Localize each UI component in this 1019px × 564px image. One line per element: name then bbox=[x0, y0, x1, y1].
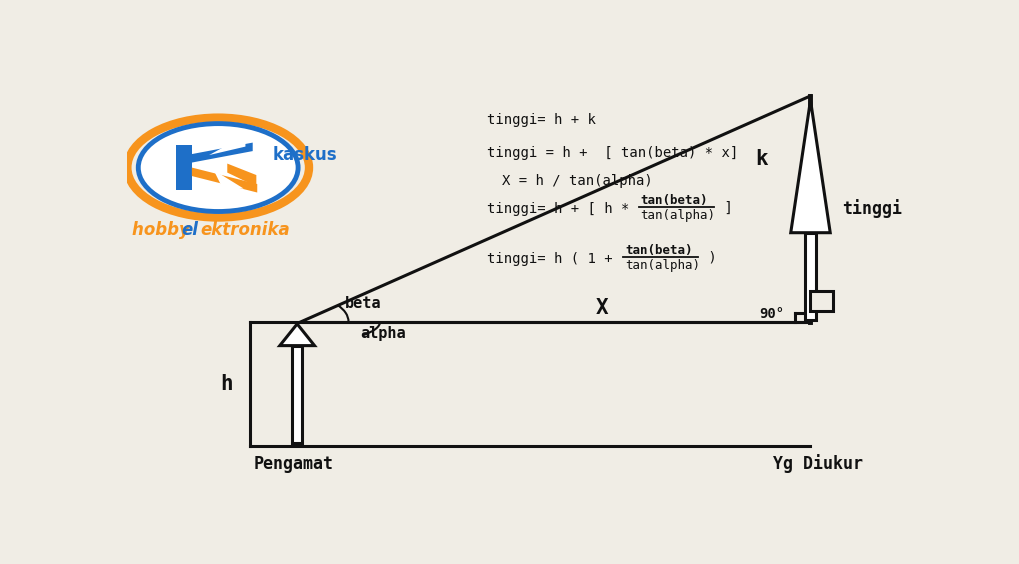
Polygon shape bbox=[227, 164, 257, 187]
Polygon shape bbox=[209, 135, 246, 155]
Text: tan(alpha): tan(alpha) bbox=[641, 209, 715, 222]
Text: kaskus: kaskus bbox=[273, 146, 337, 164]
Text: alpha: alpha bbox=[361, 326, 406, 341]
Text: tan(beta): tan(beta) bbox=[641, 194, 708, 207]
Text: Pengamat: Pengamat bbox=[253, 455, 333, 473]
Text: tan(beta): tan(beta) bbox=[625, 244, 692, 257]
Polygon shape bbox=[175, 145, 192, 190]
Polygon shape bbox=[280, 324, 315, 346]
Text: tinggi = h +  [ tan(beta) * x]: tinggi = h + [ tan(beta) * x] bbox=[487, 146, 738, 160]
Polygon shape bbox=[214, 170, 244, 188]
Circle shape bbox=[148, 129, 289, 206]
Polygon shape bbox=[292, 346, 303, 443]
Text: k: k bbox=[755, 149, 768, 169]
Text: ]: ] bbox=[715, 201, 733, 215]
Text: ektronika: ektronika bbox=[201, 221, 290, 239]
Text: 90°: 90° bbox=[759, 307, 785, 321]
Text: tinggi= h ( 1 +: tinggi= h ( 1 + bbox=[487, 252, 621, 266]
Polygon shape bbox=[192, 168, 257, 192]
Text: beta: beta bbox=[344, 296, 381, 311]
Text: Yg Diukur: Yg Diukur bbox=[773, 455, 863, 473]
Text: X = h / tan(alpha): X = h / tan(alpha) bbox=[502, 174, 653, 188]
Text: h: h bbox=[220, 373, 232, 394]
Text: ): ) bbox=[700, 251, 716, 265]
Text: tan(alpha): tan(alpha) bbox=[625, 259, 700, 272]
Text: tinggi= h + k: tinggi= h + k bbox=[487, 113, 595, 127]
Circle shape bbox=[139, 124, 299, 212]
Polygon shape bbox=[791, 100, 830, 233]
Polygon shape bbox=[805, 233, 816, 320]
Text: hobby: hobby bbox=[131, 221, 196, 239]
Text: tinggi: tinggi bbox=[842, 199, 902, 218]
Polygon shape bbox=[192, 143, 253, 162]
Text: el: el bbox=[181, 221, 199, 239]
Polygon shape bbox=[810, 292, 833, 311]
Text: tinggi= h + [ h *: tinggi= h + [ h * bbox=[487, 202, 638, 216]
Text: X: X bbox=[595, 298, 608, 318]
